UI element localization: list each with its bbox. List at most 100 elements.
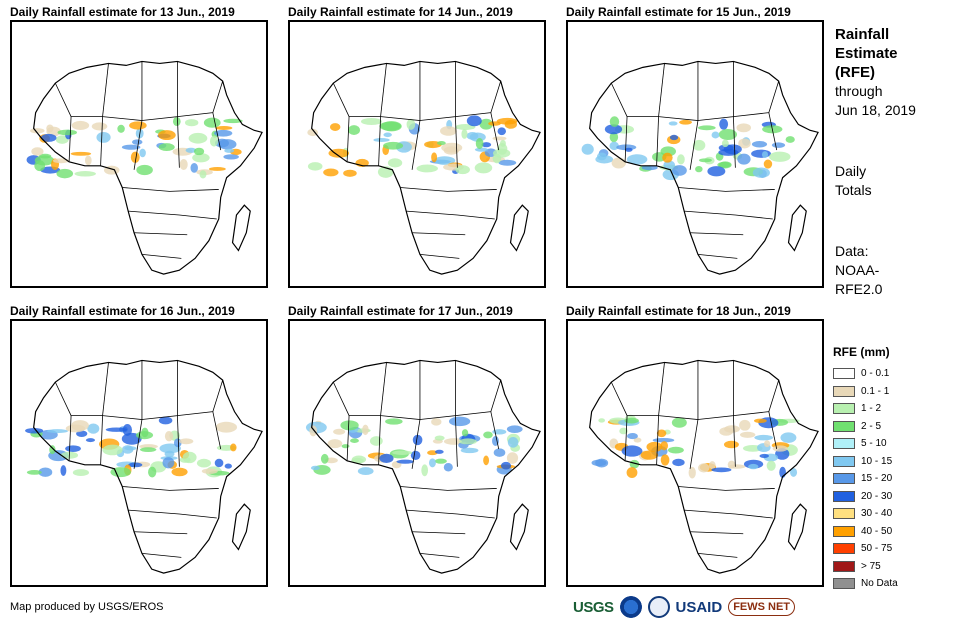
panel-title: Daily Rainfall estimate for 15 Jun., 201… (566, 5, 791, 19)
rainfall-area (640, 450, 658, 460)
rainfall-area (737, 153, 751, 165)
rainfall-area (55, 135, 69, 144)
africa-rainfall-map (288, 319, 546, 587)
legend-item: 1 - 2 (833, 400, 963, 418)
africa-rainfall-map (566, 319, 824, 587)
legend-label: 2 - 5 (861, 420, 882, 432)
rainfall-area (199, 170, 207, 179)
country-border (697, 360, 734, 420)
rainfall-area (504, 119, 518, 129)
legend-swatch (833, 560, 855, 572)
rainfall-area (91, 122, 108, 131)
country-border (419, 360, 456, 420)
data-line3: RFE2.0 (835, 281, 883, 297)
rainfall-area (328, 148, 349, 158)
rainfall-area (40, 133, 57, 142)
legend-swatch (833, 368, 855, 380)
rainfall-area (695, 166, 703, 173)
rainfall-area (396, 459, 414, 464)
country-border (624, 116, 628, 162)
rainfall-area (739, 419, 751, 431)
country-border (684, 210, 773, 220)
country-border (141, 254, 182, 259)
rainfall-area (310, 465, 320, 471)
rainfall-area (440, 126, 457, 136)
map-description: Rainfall Estimate (RFE) through Jun 18, … (835, 25, 965, 120)
rainfall-area (461, 129, 468, 139)
rainfall-area (117, 124, 125, 133)
country-border (134, 232, 188, 236)
legend-item: 0 - 0.1 (833, 365, 963, 383)
sidebar-title-line2: Estimate (835, 45, 898, 62)
country-border (332, 381, 381, 416)
usaid-logo: USAID (675, 598, 723, 616)
country-border (656, 116, 659, 166)
country-border (610, 82, 659, 117)
rainfall-area (697, 125, 716, 131)
legend-item: 10 - 15 (833, 453, 963, 471)
rainfall-area (214, 458, 224, 468)
rainfall-area (498, 159, 517, 166)
rainfall-area (591, 459, 607, 467)
country-border (412, 232, 466, 236)
rainfall-area (479, 118, 494, 130)
rainfall-area (71, 420, 89, 431)
through-date: Jun 18, 2019 (835, 102, 916, 118)
country-border (412, 531, 466, 535)
country-border (128, 210, 217, 220)
legend-swatch (833, 455, 855, 467)
rainfall-area (350, 438, 359, 443)
rainfall-area (124, 446, 137, 451)
rainfall-area (443, 463, 453, 472)
rainfall-area (223, 118, 243, 124)
country-border (406, 210, 495, 220)
rainfall-area (598, 418, 606, 423)
country-border (378, 415, 381, 465)
country-border (656, 415, 659, 465)
rainfall-area (677, 154, 685, 165)
rainfall-area (721, 139, 729, 148)
map-panel-5: Daily Rainfall estimate for 17 Jun., 201… (288, 304, 550, 587)
map-panel-1: Daily Rainfall estimate for 13 Jun., 201… (10, 5, 272, 288)
country-border (689, 419, 699, 469)
madagascar-coastline (231, 503, 251, 551)
rainfall-area (347, 125, 360, 135)
rainfall-area (461, 429, 469, 437)
rainfall-area (185, 147, 197, 153)
rainfall-area (698, 463, 710, 473)
rainfall-area (581, 143, 594, 155)
map-panel-6: Daily Rainfall estimate for 18 Jun., 201… (566, 304, 828, 587)
rainfall-area (785, 136, 795, 143)
rainfall-area (711, 467, 732, 473)
rainfall-area (387, 158, 403, 168)
legend-swatch (833, 473, 855, 485)
rainfall-area (320, 453, 329, 464)
rainfall-area (164, 430, 174, 442)
rainfall-area (431, 152, 438, 163)
rainfall-area (633, 437, 642, 443)
rainfall-area (412, 434, 423, 446)
rainfall-area (84, 155, 92, 166)
rainfall-area (460, 447, 479, 454)
africa-rainfall-map (10, 20, 268, 288)
country-border (141, 61, 178, 121)
rainfall-area (122, 424, 133, 436)
rainfall-area (406, 118, 416, 130)
country-border (658, 360, 699, 420)
legend-item: 50 - 75 (833, 540, 963, 558)
africa-coastline (311, 60, 541, 275)
rainfall-area (761, 151, 769, 159)
rainfall-area (72, 469, 89, 477)
rainfall-area (360, 117, 383, 126)
country-border (133, 419, 143, 469)
country-border (68, 415, 72, 461)
legend-swatch (833, 420, 855, 432)
country-border (177, 415, 180, 467)
country-border (684, 509, 773, 519)
rainfall-area (148, 466, 157, 478)
country-border (378, 116, 381, 166)
rainfall-area (506, 452, 519, 464)
rainfall-area (652, 438, 675, 443)
country-border (102, 63, 109, 117)
rainfall-area (459, 438, 477, 445)
